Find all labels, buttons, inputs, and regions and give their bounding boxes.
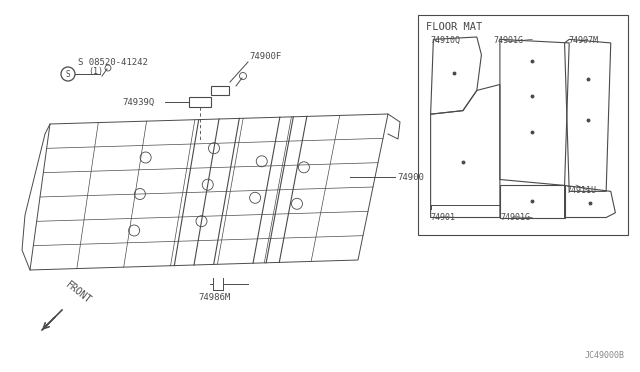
Bar (189, 97, 211, 107)
Text: 74900: 74900 (397, 173, 424, 182)
Text: 74901G: 74901G (493, 35, 523, 45)
Text: 74911U: 74911U (566, 186, 596, 195)
Text: FRONT: FRONT (64, 280, 93, 306)
Text: 74901: 74901 (430, 212, 455, 221)
Bar (418, 15, 628, 235)
Text: S: S (66, 70, 70, 78)
Text: 74900F: 74900F (249, 52, 281, 61)
Text: S 08520-41242: S 08520-41242 (78, 58, 148, 67)
Text: JC49000B: JC49000B (585, 351, 625, 360)
Text: FLOOR MAT: FLOOR MAT (426, 22, 483, 32)
Text: (1): (1) (88, 67, 103, 76)
Text: 74939Q: 74939Q (122, 97, 154, 106)
Text: 74986M: 74986M (198, 292, 230, 301)
Text: 74910Q: 74910Q (430, 35, 460, 45)
Bar (211, 86, 229, 94)
Text: 74907M: 74907M (568, 35, 598, 45)
Text: 74901G: 74901G (500, 212, 530, 221)
